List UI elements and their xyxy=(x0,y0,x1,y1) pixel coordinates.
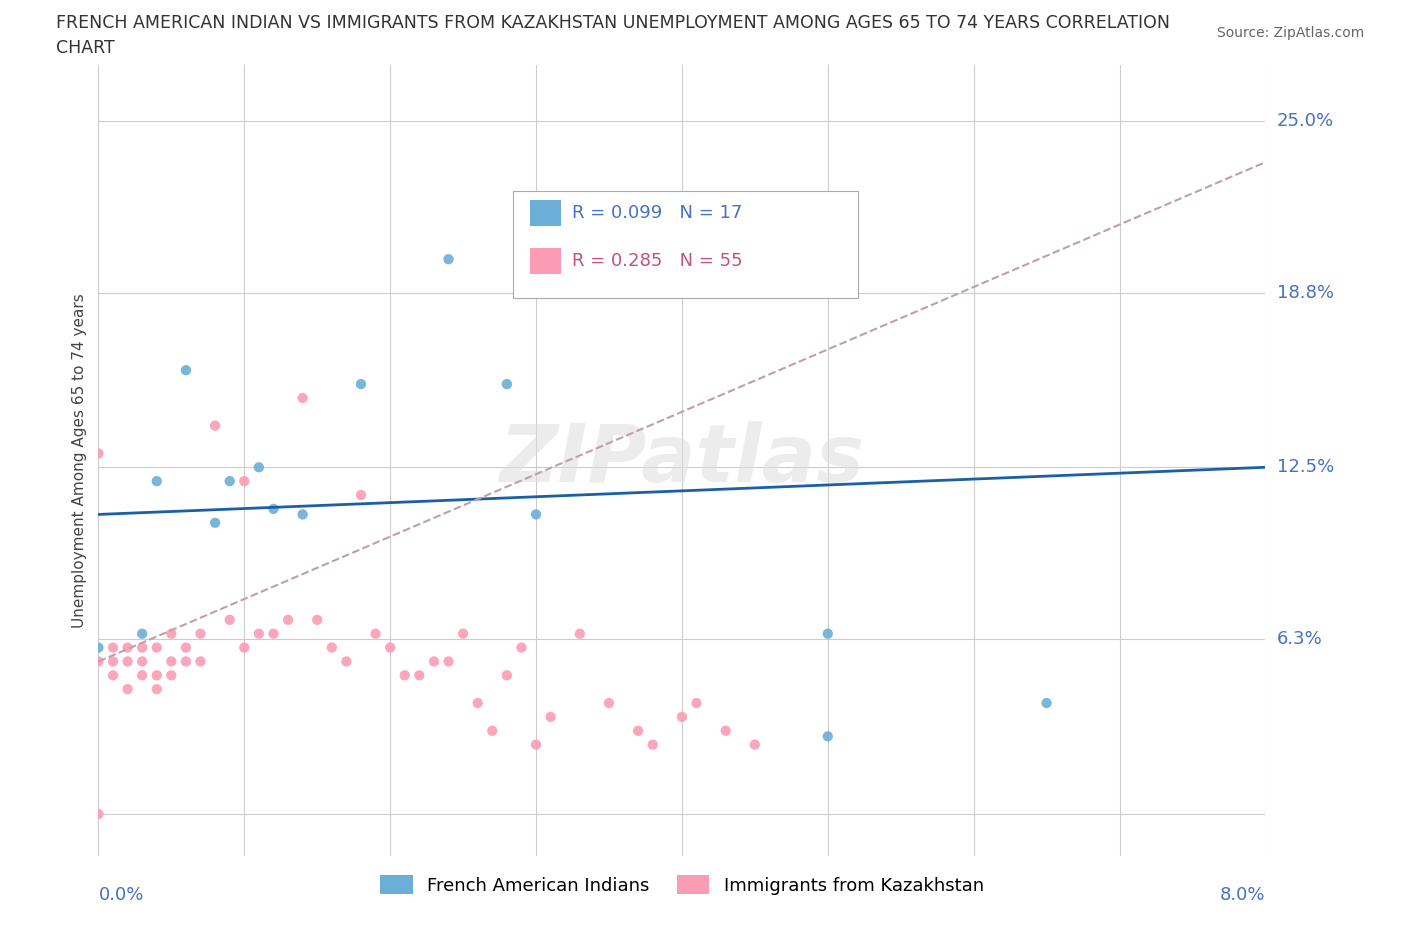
Point xyxy=(364,626,387,641)
Text: 0.0%: 0.0% xyxy=(98,886,143,904)
Point xyxy=(714,724,737,738)
Point xyxy=(87,640,110,655)
Point xyxy=(117,640,139,655)
Point xyxy=(218,473,240,488)
Point xyxy=(714,191,737,206)
Point xyxy=(146,640,169,655)
Point xyxy=(117,682,139,697)
Point xyxy=(174,640,197,655)
Text: ZIPatlas: ZIPatlas xyxy=(499,421,865,499)
Point xyxy=(744,737,766,752)
Point xyxy=(87,446,110,461)
Point xyxy=(131,654,153,669)
Point xyxy=(87,654,110,669)
Point xyxy=(817,626,839,641)
Point xyxy=(598,696,620,711)
Point xyxy=(233,640,256,655)
Text: Source: ZipAtlas.com: Source: ZipAtlas.com xyxy=(1216,26,1364,40)
Point xyxy=(685,696,707,711)
Point xyxy=(247,626,270,641)
Text: CHART: CHART xyxy=(56,39,115,57)
Point xyxy=(291,391,314,405)
Point xyxy=(174,654,197,669)
Point xyxy=(277,612,299,627)
Point xyxy=(174,363,197,378)
Text: 18.8%: 18.8% xyxy=(1277,284,1333,301)
Point xyxy=(190,626,212,641)
Text: 8.0%: 8.0% xyxy=(1220,886,1265,904)
Point xyxy=(218,612,240,627)
Point xyxy=(394,668,416,683)
Point xyxy=(146,682,169,697)
Point xyxy=(437,252,460,267)
Point xyxy=(467,696,489,711)
Point xyxy=(117,654,139,669)
Point xyxy=(817,729,839,744)
Y-axis label: Unemployment Among Ages 65 to 74 years: Unemployment Among Ages 65 to 74 years xyxy=(72,293,87,628)
Point xyxy=(568,626,591,641)
Point xyxy=(160,668,183,683)
Point xyxy=(307,612,329,627)
Point xyxy=(131,640,153,655)
Point xyxy=(540,710,562,724)
Point xyxy=(204,418,226,433)
Point xyxy=(641,737,664,752)
Point xyxy=(496,668,519,683)
Point xyxy=(423,654,446,669)
Point xyxy=(510,640,533,655)
Point xyxy=(101,654,124,669)
Point xyxy=(1035,696,1057,711)
Point xyxy=(247,459,270,474)
Point xyxy=(335,654,357,669)
Point xyxy=(262,501,284,516)
Text: FRENCH AMERICAN INDIAN VS IMMIGRANTS FROM KAZAKHSTAN UNEMPLOYMENT AMONG AGES 65 : FRENCH AMERICAN INDIAN VS IMMIGRANTS FRO… xyxy=(56,14,1170,32)
Point xyxy=(321,640,343,655)
Point xyxy=(131,668,153,683)
Point xyxy=(408,668,430,683)
Point xyxy=(671,710,693,724)
Point xyxy=(451,626,474,641)
Text: 6.3%: 6.3% xyxy=(1277,631,1322,648)
Point xyxy=(262,626,284,641)
Point xyxy=(146,668,169,683)
Point xyxy=(204,515,226,530)
Point xyxy=(496,377,519,392)
Point xyxy=(524,737,547,752)
Point xyxy=(160,626,183,641)
Point xyxy=(233,473,256,488)
Point xyxy=(101,640,124,655)
Point xyxy=(101,668,124,683)
Point xyxy=(190,654,212,669)
Text: R = 0.285   N = 55: R = 0.285 N = 55 xyxy=(572,252,742,271)
Point xyxy=(350,377,373,392)
Point xyxy=(146,473,169,488)
Legend: French American Indians, Immigrants from Kazakhstan: French American Indians, Immigrants from… xyxy=(373,868,991,902)
Point xyxy=(291,507,314,522)
Point xyxy=(350,487,373,502)
Point xyxy=(481,724,503,738)
Point xyxy=(627,724,650,738)
Point xyxy=(380,640,402,655)
Text: 25.0%: 25.0% xyxy=(1277,112,1334,129)
Text: R = 0.099   N = 17: R = 0.099 N = 17 xyxy=(572,204,742,222)
Point xyxy=(524,507,547,522)
Text: 12.5%: 12.5% xyxy=(1277,458,1334,476)
Point xyxy=(437,654,460,669)
Point xyxy=(160,654,183,669)
Point xyxy=(131,626,153,641)
Point xyxy=(87,806,110,821)
